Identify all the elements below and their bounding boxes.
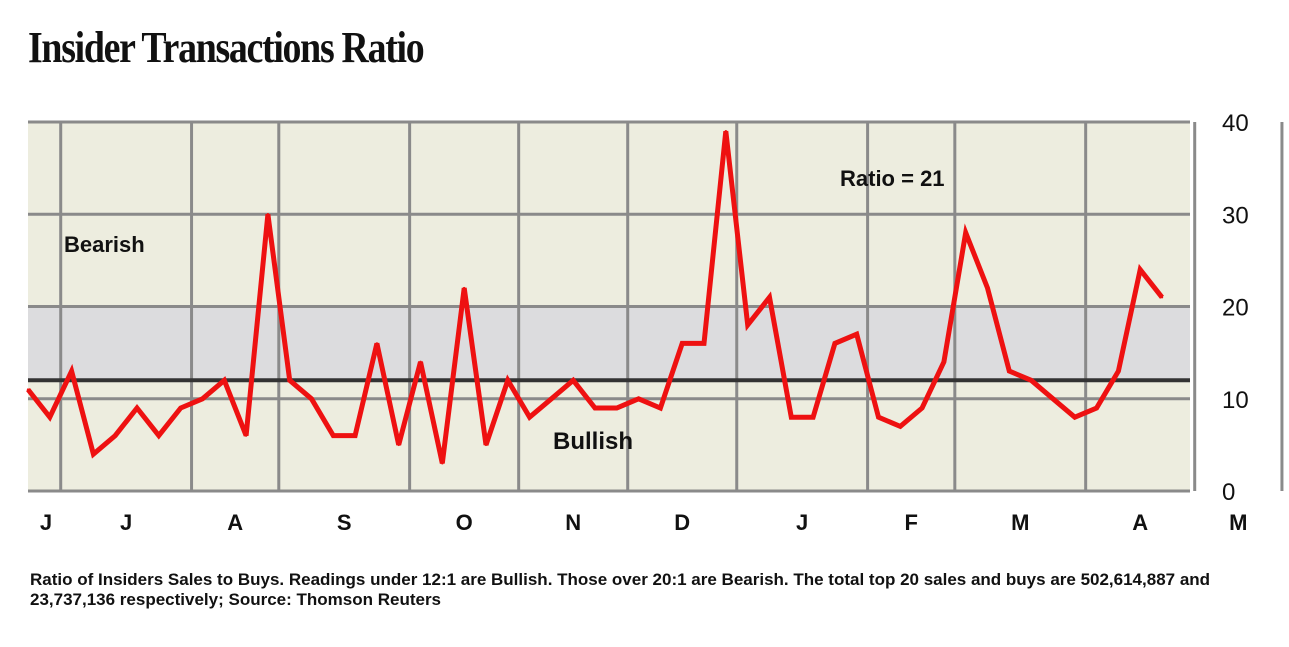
data-point [201, 397, 204, 400]
data-point [790, 416, 793, 419]
data-point [877, 416, 880, 419]
chart-axis-months: JJASONDJFMAMJ [40, 510, 1248, 535]
data-point [1160, 296, 1164, 299]
x-month-label: A [1132, 510, 1148, 535]
data-point [288, 379, 291, 382]
x-month-label: N [565, 510, 581, 535]
data-point [441, 462, 444, 465]
data-point [811, 416, 815, 419]
data-point [920, 406, 924, 410]
x-month-label: F [904, 510, 917, 535]
chart-caption: Ratio of Insiders Sales to Buys. Reading… [30, 570, 1211, 609]
data-point [746, 323, 749, 327]
x-month-label: A [227, 510, 243, 535]
data-point [353, 434, 357, 437]
data-point [964, 231, 967, 234]
data-point [899, 425, 902, 428]
data-point [637, 397, 640, 400]
data-point [70, 369, 73, 373]
data-point [1029, 379, 1033, 382]
chart-grid [28, 120, 1284, 493]
data-point [681, 342, 684, 345]
data-point [659, 406, 662, 410]
data-point [114, 434, 117, 437]
data-point [310, 397, 313, 400]
x-month-label: J [120, 510, 132, 535]
y-tick-label: 20 [1222, 295, 1249, 322]
data-point [593, 406, 597, 410]
data-point [1051, 397, 1055, 400]
chart-title: Insider Transactions Ratio [28, 23, 425, 72]
data-point [768, 296, 771, 299]
y-tick-label: 0 [1222, 479, 1235, 506]
x-month-label: D [674, 510, 690, 535]
data-point [484, 443, 488, 447]
data-point [1008, 369, 1011, 373]
data-point [550, 397, 553, 400]
data-point [397, 443, 400, 447]
data-point [1073, 416, 1076, 419]
x-month-label: J [796, 510, 808, 535]
data-point [855, 332, 858, 336]
x-month-label: M [1011, 510, 1029, 535]
data-point [462, 286, 466, 290]
data-point [986, 286, 989, 290]
y-tick-label: 30 [1222, 202, 1249, 229]
data-point [702, 342, 706, 345]
data-point [833, 342, 837, 345]
data-point [92, 452, 95, 456]
data-point [419, 360, 422, 364]
data-point [266, 213, 270, 216]
data-point [1117, 369, 1120, 373]
bearish-label: Bearish [64, 232, 145, 257]
data-point [157, 434, 161, 437]
data-point [179, 406, 182, 410]
x-month-label: M [1229, 510, 1247, 535]
data-point [135, 406, 139, 410]
ratio-label: Ratio = 21 [840, 166, 945, 191]
chart-axis-ticks: 0 10 20 30 40 [1222, 110, 1249, 506]
x-month-label: S [337, 510, 352, 535]
data-point [244, 434, 248, 437]
data-point [1138, 268, 1142, 271]
data-point [506, 379, 509, 382]
data-point [528, 416, 531, 419]
data-point [724, 130, 728, 133]
data-point [26, 388, 30, 391]
bullish-label: Bullish [553, 428, 633, 455]
band-neutral [28, 306, 1190, 381]
data-point [1095, 406, 1098, 410]
data-point [571, 379, 575, 382]
y-tick-label: 40 [1222, 110, 1249, 137]
x-month-label: O [456, 510, 473, 535]
data-point [615, 406, 619, 410]
data-point [332, 434, 335, 437]
y-tick-label: 10 [1222, 387, 1249, 414]
data-point [48, 416, 52, 419]
x-month-label: J [40, 510, 52, 535]
data-point [942, 360, 946, 364]
data-point [375, 342, 379, 345]
data-point [223, 379, 226, 382]
chart-series [26, 130, 1164, 465]
